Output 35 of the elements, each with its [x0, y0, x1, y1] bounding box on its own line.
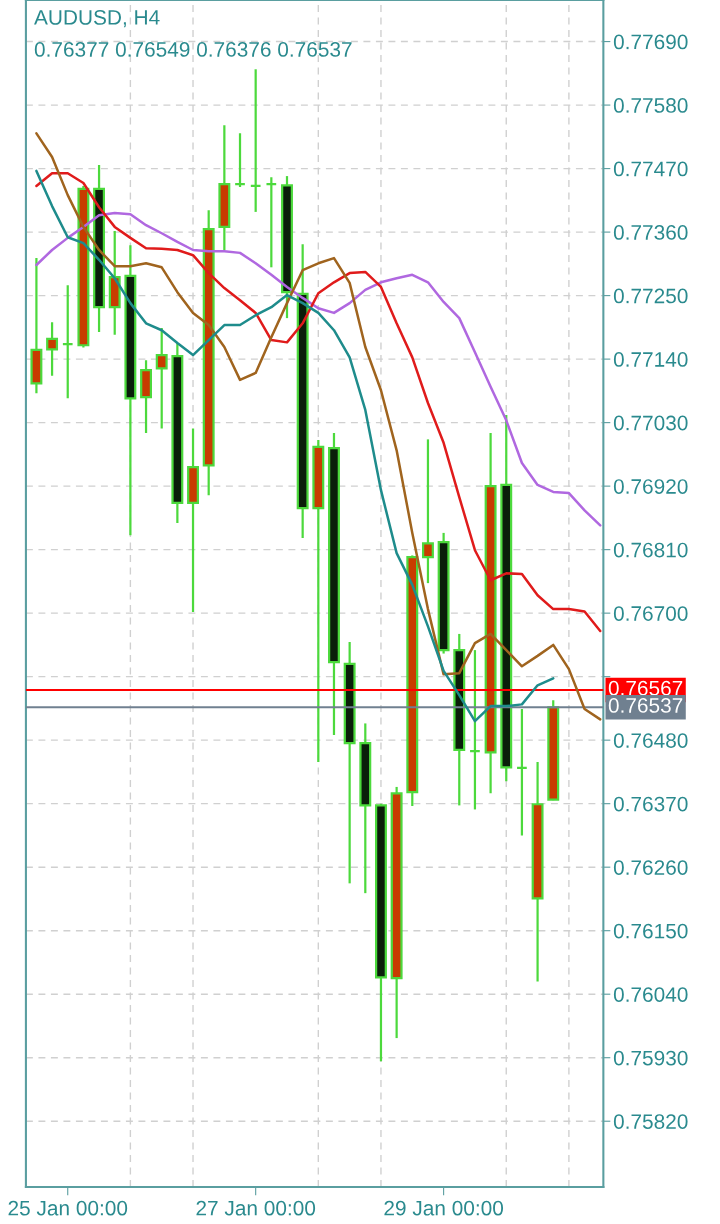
line-series: [35, 211, 602, 527]
ref-line-label: 0.76567: [608, 680, 683, 696]
candlestick: [61, 284, 74, 400]
y-tick-label: 0.77030: [613, 415, 688, 431]
candlestick: [468, 648, 481, 811]
chart-title: AUDUSD, H4: [34, 10, 160, 28]
y-tick-label: 0.77360: [613, 225, 688, 240]
y-tick-label: 0.77580: [613, 98, 688, 113]
y-tick-label: 0.76040: [613, 987, 688, 1002]
y-tick-label: 0.76150: [613, 923, 688, 939]
line-series: [35, 171, 602, 633]
candlestick: [249, 68, 262, 213]
candlestick: [265, 176, 278, 269]
y-tick-label: 0.77140: [613, 352, 688, 367]
candlestick: [515, 707, 528, 837]
text: 0.76377 0.76549 0.76376 0.76537: [34, 42, 352, 57]
candlestick: [234, 132, 246, 189]
y-tick-label: 0.75930: [613, 1050, 688, 1066]
y-tick-label: 0.77470: [613, 161, 688, 177]
y-tick-label: 0.77250: [613, 288, 688, 304]
x-tick-label: 27 Jan 00:00: [196, 1200, 316, 1216]
y-tick-label: 0.77690: [613, 34, 688, 50]
y-tick-label: 0.76480: [613, 733, 688, 748]
y-tick-label: 0.76260: [613, 860, 688, 875]
x-tick-label: 29 Jan 00:00: [384, 1200, 504, 1216]
y-tick-label: 0.76920: [613, 479, 688, 494]
y-tick-label: 0.76700: [613, 606, 688, 621]
y-tick-label: 0.76810: [613, 542, 688, 558]
y-tick-label: 0.76370: [613, 796, 688, 812]
candlestick: [155, 326, 168, 430]
x-tick-label: 25 Jan 00:00: [8, 1200, 128, 1216]
candlestick: [421, 438, 434, 585]
y-tick-label: 0.75820: [613, 1114, 688, 1129]
candlestick: [46, 321, 59, 377]
ref-line-label: 0.76537: [608, 698, 683, 713]
